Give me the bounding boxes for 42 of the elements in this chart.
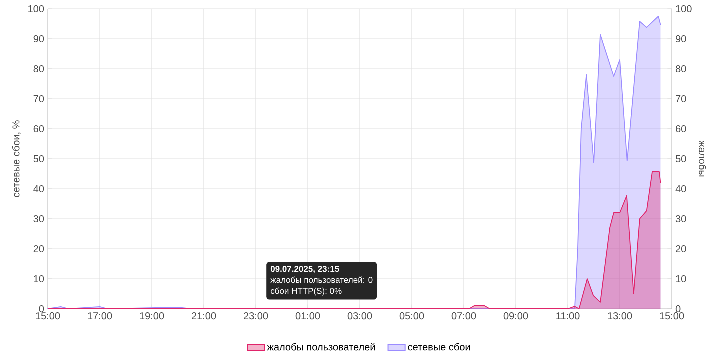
y2-axis-title: жалобы (699, 140, 707, 177)
legend-label: жалобы пользователей (267, 343, 376, 351)
x-tick-label: 03:00 (348, 312, 372, 320)
y2-tick-label: 50 (676, 155, 686, 163)
y-tick-label: 90 (34, 35, 44, 43)
x-tick-label: 23:00 (244, 312, 268, 320)
x-tick-label: 01:00 (296, 312, 320, 320)
y-tick-label: 0 (39, 305, 44, 313)
y2-tick-label: 0 (676, 305, 681, 313)
x-tick-label: 05:00 (400, 312, 424, 320)
y-tick-label: 80 (34, 65, 44, 73)
y-tick-label: 100 (28, 5, 44, 13)
annotation: сбои HTTP(S): 0% (270, 288, 342, 296)
y-tick-label: 10 (34, 275, 44, 283)
y-tick-label: 70 (34, 95, 44, 103)
y2-tick-label: 70 (676, 95, 686, 103)
y2-tick-label: 20 (676, 245, 686, 253)
y2-tick-label: 90 (676, 35, 686, 43)
y2-tick-label: 60 (676, 125, 686, 133)
y-axis-title: сетевые сбои, % (12, 120, 21, 198)
legend-label: сетевые сбои (408, 343, 470, 351)
y2-tick-label: 100 (676, 5, 692, 13)
y-tick-label: 60 (34, 125, 44, 133)
x-tick-label: 11:00 (556, 312, 580, 320)
x-tick-label: 09:00 (504, 312, 528, 320)
x-tick-label: 17:00 (88, 312, 112, 320)
x-tick-label: 19:00 (140, 312, 164, 320)
annotation: 09.07.2025, 23:15 (270, 266, 340, 274)
x-tick-label: 13:00 (608, 312, 632, 320)
y2-tick-label: 10 (676, 275, 686, 283)
x-tick-label: 15:00 (660, 312, 684, 320)
y2-tick-label: 80 (676, 65, 686, 73)
y-tick-label: 40 (34, 185, 44, 193)
y-tick-label: 30 (34, 215, 44, 223)
y-tick-label: 50 (34, 155, 44, 163)
y-tick-label: 20 (34, 245, 44, 253)
annotation: жалобы пользователей: 0 (270, 276, 373, 284)
x-tick-label: 07:00 (452, 312, 476, 320)
x-tick-label: 15:00 (36, 312, 60, 320)
y2-tick-label: 40 (676, 185, 686, 193)
y2-tick-label: 30 (676, 215, 686, 223)
x-tick-label: 21:00 (192, 312, 216, 320)
